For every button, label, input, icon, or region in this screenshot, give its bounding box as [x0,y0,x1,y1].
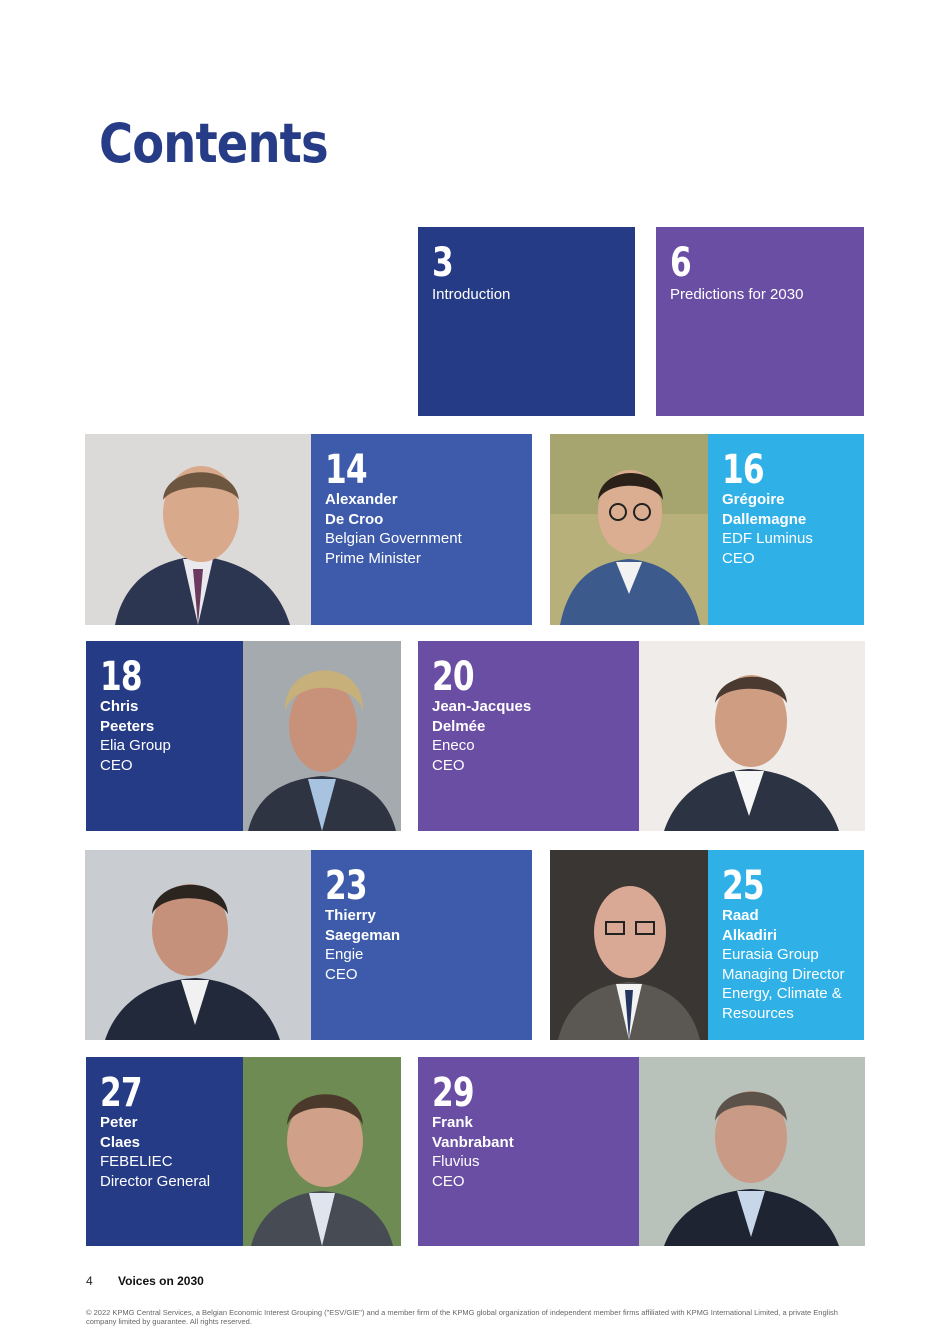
toc-entry-peeters[interactable]: 18 Chris Peeters Elia Group CEO [86,641,243,831]
person-name: Claes [100,1133,141,1151]
person-role: EDF Luminus [722,530,813,547]
toc-tile-introduction[interactable]: 3 Introduction [418,227,635,416]
person-role: Elia Group [100,737,171,754]
person-name: Frank [432,1114,473,1131]
person-role: Engie [325,946,364,963]
person-role: Fluvius [432,1153,480,1170]
portrait-frank-vanbrabant [639,1057,865,1246]
person-role: Director General [100,1172,211,1190]
page-number: 25 [722,863,765,909]
page-number: 16 [722,447,765,493]
person-role: CEO [325,965,358,983]
portrait-peter-claes [243,1057,401,1246]
person-name: Jean-Jacques [432,698,532,715]
page-number: 27 [100,1070,143,1116]
section-label: Introduction [432,286,511,303]
person-name: Thierry [325,907,376,924]
page-title: Contents [99,112,329,175]
page-number: 18 [100,654,143,700]
footer-document-title: Voices on 2030 [118,1274,204,1288]
portrait-chris-peeters [243,641,401,831]
person-role: Prime Minister [325,549,421,567]
person-name: Grégoire [722,491,785,508]
person-role: CEO [432,1172,465,1190]
person-role: CEO [100,756,133,774]
person-name: Alexander [325,491,398,508]
section-label: Predictions for 2030 [670,286,804,303]
page-number: 3 [432,240,454,286]
toc-entry-vanbrabant[interactable]: 29 Frank Vanbrabant Fluvius CEO [418,1057,639,1246]
toc-entry-delmee[interactable]: 20 Jean-Jacques Delmée Eneco CEO [418,641,639,831]
person-name: Chris [100,698,139,715]
person-role: FEBELIEC [100,1153,173,1170]
person-name: Raad [722,907,759,924]
copyright-notice: © 2022 KPMG Central Services, a Belgian … [86,1308,838,1326]
person-role: Resources [722,1004,794,1022]
person-role: Eneco [432,737,475,754]
person-name: Saegeman [325,926,401,944]
person-name: Delmée [432,717,486,735]
portrait-jean-jacques-delmee [639,641,865,831]
page-number: 29 [432,1070,475,1116]
person-role: Managing Director [722,965,845,983]
person-role: Belgian Government [325,530,462,547]
toc-tile-predictions[interactable]: 6 Predictions for 2030 [656,227,864,416]
footer-page-number: 4 [86,1274,93,1288]
toc-entry-de-croo[interactable]: 14 Alexander De Croo Belgian Government … [311,434,532,625]
toc-entry-claes[interactable]: 27 Peter Claes FEBELIEC Director General [86,1057,243,1246]
page-number: 6 [670,240,692,286]
person-name: Alkadiri [722,926,778,944]
person-role: Energy, Climate & [722,985,842,1002]
person-name: Peter [100,1114,138,1131]
toc-entry-dallemagne[interactable]: 16 Grégoire Dallemagne EDF Luminus CEO [708,434,864,625]
person-role: Eurasia Group [722,946,819,963]
toc-entry-alkadiri[interactable]: 25 Raad Alkadiri Eurasia Group Managing … [708,850,864,1040]
toc-entry-saegeman[interactable]: 23 Thierry Saegeman Engie CEO [311,850,532,1040]
person-name: Peeters [100,717,155,735]
person-role: CEO [432,756,465,774]
person-name: Dallemagne [722,510,807,528]
person-name: Vanbrabant [432,1133,514,1151]
portrait-gregoire-dallemagne [550,434,708,625]
page-number: 14 [325,447,368,493]
person-name: De Croo [325,510,384,528]
portrait-raad-alkadiri [550,850,708,1040]
portrait-alexander-de-croo [85,434,311,625]
portrait-thierry-saegeman [85,850,311,1040]
page-number: 20 [432,654,475,700]
page-number: 23 [325,863,368,909]
person-role: CEO [722,549,755,567]
